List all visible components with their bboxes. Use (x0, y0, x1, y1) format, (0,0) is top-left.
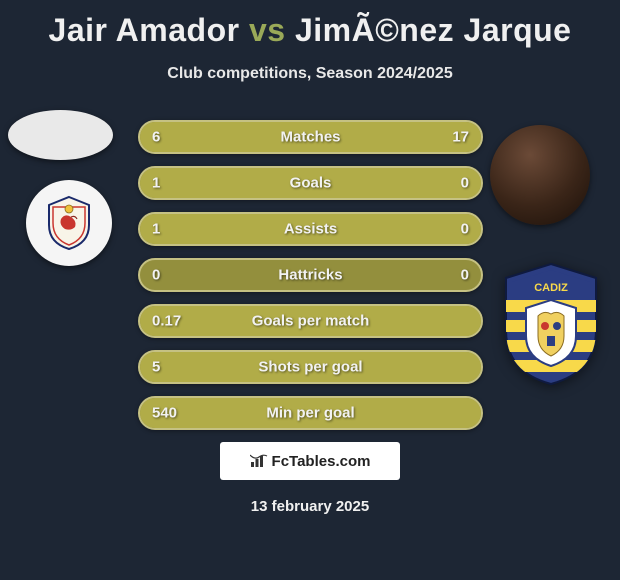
stat-value-left: 540 (152, 405, 177, 422)
watermark: FcTables.com (220, 442, 400, 480)
stats-comparison: 6 17 Matches 1 0 Goals 1 0 Assists 0 0 Hattricks 0.1… (138, 120, 483, 442)
zaragoza-crest-icon (45, 195, 93, 251)
stat-row: 0.17 Goals per match (138, 304, 483, 338)
player1-club-badge (26, 180, 112, 266)
stat-value-right: 17 (452, 129, 469, 146)
stat-value-left: 0.17 (152, 313, 181, 330)
player2-avatar (490, 125, 590, 225)
title-vs: vs (249, 12, 286, 48)
stat-row: 6 17 Matches (138, 120, 483, 154)
stat-label: Assists (284, 221, 337, 238)
stat-label: Goals per match (252, 313, 370, 330)
page-title: Jair Amador vs JimÃ©nez Jarque (0, 0, 620, 49)
stat-value-left: 1 (152, 175, 160, 192)
player1-avatar (8, 110, 113, 160)
stat-label: Hattricks (278, 267, 342, 284)
stat-label: Goals (290, 175, 332, 192)
watermark-text: FcTables.com (272, 453, 371, 470)
title-player2: JimÃ©nez Jarque (295, 12, 572, 48)
stat-row: 5 Shots per goal (138, 350, 483, 384)
stat-row: 1 0 Goals (138, 166, 483, 200)
stat-row: 540 Min per goal (138, 396, 483, 430)
svg-text:CADIZ: CADIZ (534, 282, 568, 294)
bar-chart-icon (250, 454, 268, 468)
stat-row: 0 0 Hattricks (138, 258, 483, 292)
stat-row: 1 0 Assists (138, 212, 483, 246)
stat-value-left: 1 (152, 221, 160, 238)
subtitle: Club competitions, Season 2024/2025 (0, 65, 620, 83)
stat-fill-right (229, 122, 481, 152)
player2-club-badge: CADIZ (500, 260, 602, 388)
stat-label: Matches (280, 129, 340, 146)
stat-value-left: 0 (152, 267, 160, 284)
stat-value-right: 0 (461, 267, 469, 284)
date: 13 february 2025 (251, 498, 369, 515)
stat-label: Min per goal (266, 405, 354, 422)
stat-value-right: 0 (461, 175, 469, 192)
title-player1: Jair Amador (49, 12, 240, 48)
stat-value-left: 5 (152, 359, 160, 376)
stat-label: Shots per goal (258, 359, 362, 376)
stat-value-right: 0 (461, 221, 469, 238)
stat-value-left: 6 (152, 129, 160, 146)
